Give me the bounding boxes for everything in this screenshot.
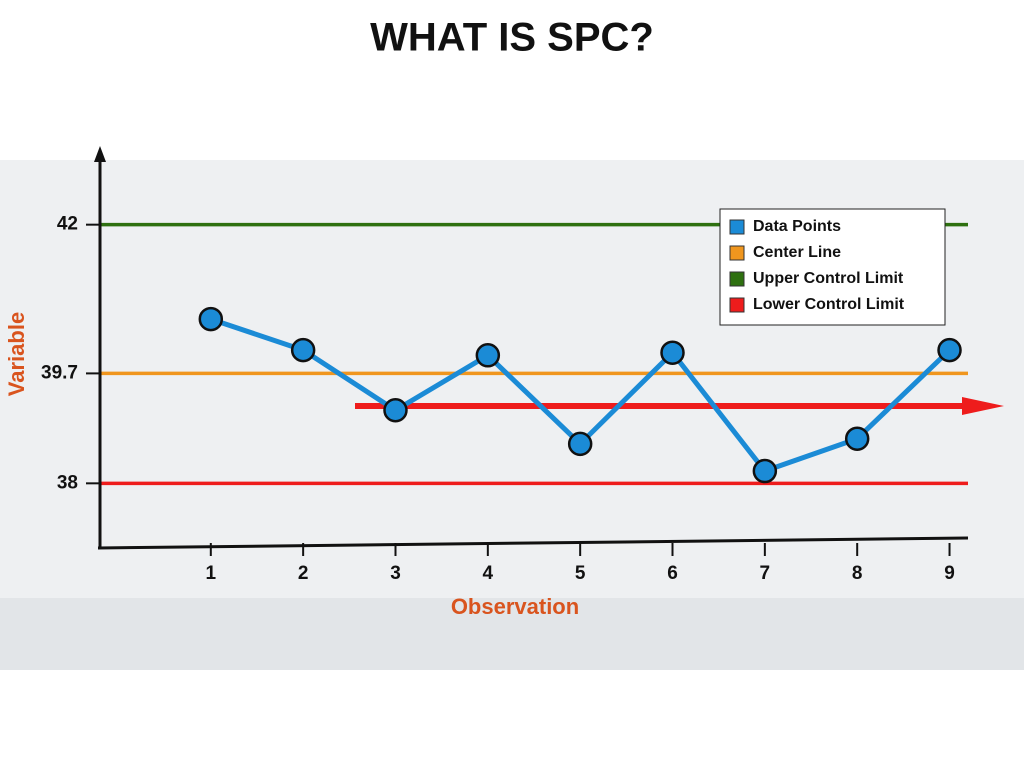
data-point xyxy=(937,337,962,363)
legend-label: Upper Control Limit xyxy=(753,270,904,287)
floor xyxy=(0,598,1024,670)
x-tick-label: 3 xyxy=(390,563,401,584)
y-axis-arrow xyxy=(94,146,106,162)
y-tick-label: 38 xyxy=(57,472,78,493)
data-point xyxy=(752,458,778,484)
data-point xyxy=(290,337,316,363)
data-point xyxy=(475,343,501,368)
data-point xyxy=(660,340,685,365)
x-axis xyxy=(97,536,969,550)
legend-swatch xyxy=(729,245,745,261)
legend-label: Center Line xyxy=(753,244,841,261)
legend: Data Points Center Line Upper Control Limi… xyxy=(719,208,946,326)
legend-box xyxy=(719,208,946,326)
x-tick-label: 7 xyxy=(760,563,771,584)
data-point xyxy=(844,426,870,451)
x-tick-label: 2 xyxy=(298,563,309,584)
y-tick-label: 39.7 xyxy=(41,362,78,383)
x-axis-label: Observation xyxy=(451,594,579,619)
x-tick-label: 1 xyxy=(206,563,217,584)
legend-label: Lower Control Limit xyxy=(753,296,905,313)
y-axis-label: Variable xyxy=(4,312,29,396)
legend-swatch xyxy=(729,271,745,287)
legend-swatch xyxy=(729,297,745,313)
data-point xyxy=(567,431,593,457)
x-tick-label: 6 xyxy=(667,563,678,584)
x-tick-label: 5 xyxy=(575,563,586,584)
legend-swatch xyxy=(729,219,745,235)
data-point xyxy=(198,306,224,332)
data-point xyxy=(383,398,408,423)
x-tick-label: 8 xyxy=(852,563,863,584)
legend-label: Data Points xyxy=(753,218,841,235)
x-tick-label: 4 xyxy=(483,563,494,584)
x-tick-label: 9 xyxy=(944,563,955,584)
trend-arrow xyxy=(355,397,1004,415)
chart-title: WHAT IS SPC? xyxy=(370,16,654,60)
y-tick-label: 42 xyxy=(57,214,78,235)
